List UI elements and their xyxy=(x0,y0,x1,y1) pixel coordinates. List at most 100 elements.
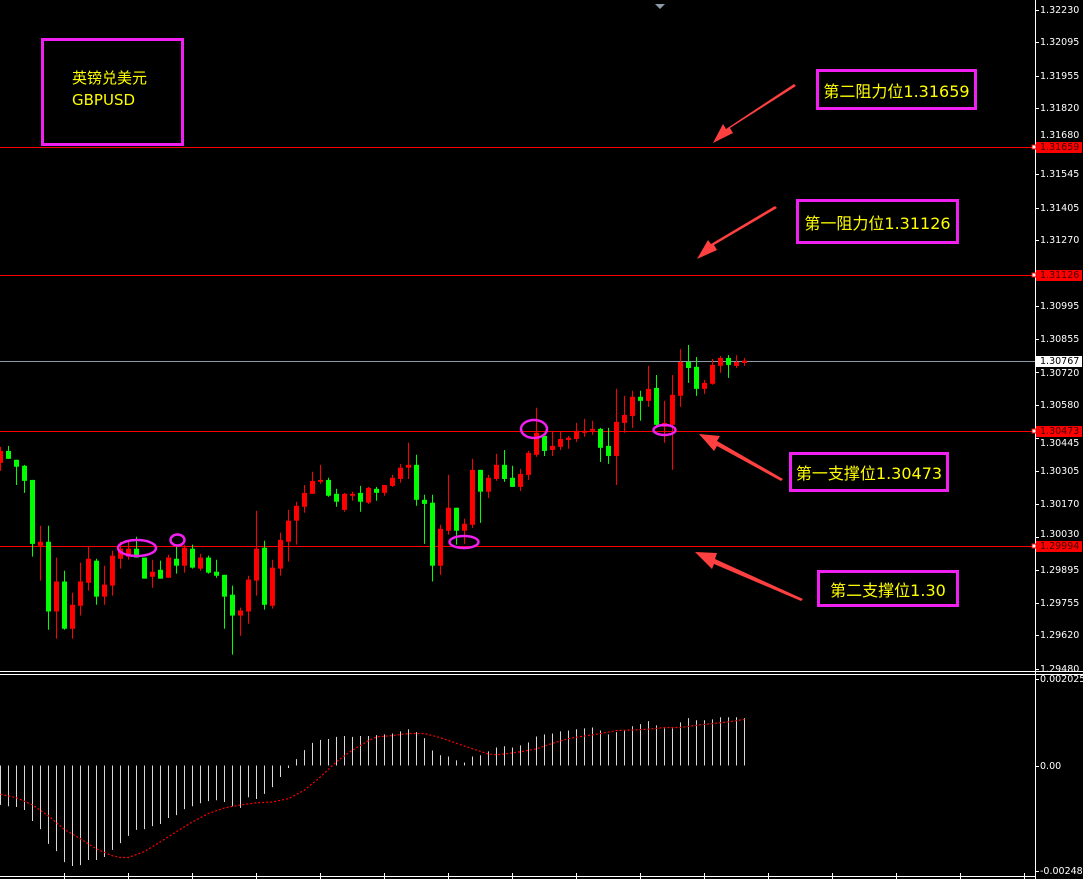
candle-body xyxy=(366,487,371,503)
support1-label: 第一支撑位1.30473 xyxy=(789,452,949,492)
candle-body xyxy=(382,484,387,493)
candle-bullish xyxy=(182,544,187,573)
candle-bullish xyxy=(494,453,499,481)
candle-bearish xyxy=(478,469,483,523)
candle-body xyxy=(558,438,563,447)
candle-bullish xyxy=(110,550,115,596)
candle-body xyxy=(262,547,267,605)
chart-shift-marker-icon[interactable] xyxy=(655,4,665,9)
support2-label: 第二支撑位1.30 xyxy=(817,570,959,607)
price-tick-label: 1.30995 xyxy=(1040,300,1080,312)
price-tick-label: 1.32230 xyxy=(1040,4,1080,16)
candle-body xyxy=(742,360,747,363)
candle-body xyxy=(454,507,459,531)
candle-bearish xyxy=(46,525,51,630)
candle-bullish xyxy=(630,390,635,428)
candle-bearish xyxy=(94,558,99,605)
instrument-label-box: 英镑兑美元 GBPUSD xyxy=(41,38,184,146)
candle-body xyxy=(230,594,235,616)
candle-bullish xyxy=(566,435,571,449)
price-tick-label: 1.30030 xyxy=(1040,528,1080,540)
candle-body xyxy=(718,357,723,366)
candle-bearish xyxy=(142,557,147,579)
price-tick-label: 1.30720 xyxy=(1040,367,1080,379)
price-tick-label: 1.31270 xyxy=(1040,234,1080,246)
candle-bearish xyxy=(358,485,363,512)
price-tick-label: 1.30445 xyxy=(1040,437,1080,449)
candle-bullish xyxy=(574,422,579,442)
candle-bullish xyxy=(438,524,443,575)
candle-bearish xyxy=(542,433,547,456)
candle-bearish xyxy=(62,570,67,630)
price-tick-label: 1.29895 xyxy=(1040,564,1080,576)
arrow-resistance2-icon xyxy=(713,84,796,143)
candle-bullish xyxy=(518,468,523,491)
candle-bullish xyxy=(270,559,275,609)
price-tick-label: 1.29755 xyxy=(1040,597,1080,609)
candle-body xyxy=(614,421,619,456)
candle-body xyxy=(342,493,347,510)
highlight-ellipse xyxy=(448,534,480,550)
candle-body xyxy=(254,548,259,581)
highlight-ellipse xyxy=(169,533,186,547)
level-price-tag: 1.30473 xyxy=(1036,425,1082,437)
instrument-name-cn: 英镑兑美元 xyxy=(72,69,148,87)
candle-bearish xyxy=(6,445,11,459)
candle-bearish xyxy=(430,494,435,582)
candle-body xyxy=(654,387,659,425)
candle-body xyxy=(630,396,635,416)
candle-bullish xyxy=(734,355,739,369)
candle-body xyxy=(534,432,539,455)
candle-bullish xyxy=(662,400,667,443)
highlight-ellipse xyxy=(519,418,549,440)
price-tick-label: 1.30580 xyxy=(1040,399,1080,411)
candle-bearish xyxy=(654,374,659,426)
candle-body xyxy=(118,548,123,559)
price-tick-label: 1.30855 xyxy=(1040,333,1080,345)
candle-bearish xyxy=(214,559,219,578)
candle-body xyxy=(86,558,91,583)
candle-body xyxy=(526,452,531,475)
candle-body xyxy=(550,445,555,450)
candle-bullish xyxy=(398,463,403,483)
candle-bullish xyxy=(702,379,707,394)
candle-bullish xyxy=(118,541,123,569)
candle-body xyxy=(326,479,331,496)
candle-body xyxy=(726,357,731,365)
price-tick-label: 1.30305 xyxy=(1040,465,1080,477)
candle-bullish xyxy=(710,358,715,385)
candle-body xyxy=(582,430,587,433)
candle-bullish xyxy=(126,541,131,560)
candle-bearish xyxy=(694,356,699,396)
candle-bullish xyxy=(342,492,347,512)
candle-bearish xyxy=(422,494,427,544)
candle-bearish xyxy=(158,560,163,579)
arrow-support1-icon xyxy=(699,434,783,481)
candle-bullish xyxy=(406,442,411,479)
candle-bearish xyxy=(510,465,515,487)
candle-bullish xyxy=(366,486,371,504)
candle-bullish xyxy=(102,565,107,605)
candle-bullish xyxy=(550,431,555,456)
candle-bullish xyxy=(0,446,3,471)
candle-bearish xyxy=(14,459,19,485)
candle-body xyxy=(350,493,355,496)
candle-body xyxy=(286,520,291,542)
candle-body xyxy=(734,362,739,366)
candle-body xyxy=(134,548,139,558)
candle-body xyxy=(702,382,707,389)
price-tick-label: 1.32095 xyxy=(1040,36,1080,48)
candle-body xyxy=(462,523,467,531)
candle-body xyxy=(566,437,571,440)
candle-body xyxy=(358,492,363,502)
highlight-ellipse xyxy=(116,538,158,558)
candle-bullish xyxy=(590,420,595,435)
candle-body xyxy=(398,467,403,479)
candle-bullish xyxy=(78,562,83,616)
candle-bullish xyxy=(390,474,395,487)
candle-bullish xyxy=(86,546,91,591)
candle-bullish xyxy=(718,356,723,373)
candle-bearish xyxy=(206,555,211,574)
candle-body xyxy=(214,571,219,576)
